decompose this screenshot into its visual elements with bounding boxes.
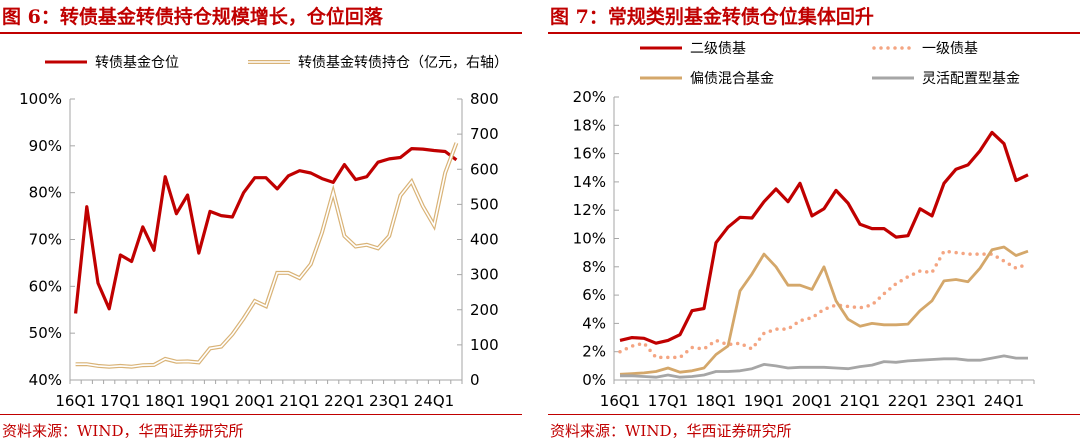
y2-tick-label: 600	[470, 160, 499, 178]
right-chart-title: 图 7：常规类别基金转债仓位集体回升	[550, 6, 874, 28]
series-line-1-3	[620, 354, 1028, 379]
y-tick-label: 2%	[582, 343, 606, 361]
y2-tick-label: 500	[470, 195, 499, 213]
y-tick-label: 70%	[29, 231, 62, 249]
series-line-0-0	[74, 147, 458, 314]
x-tick-label: 20Q1	[792, 392, 832, 410]
left-source-rule	[0, 414, 522, 415]
y-tick-label: 12%	[573, 201, 606, 219]
right-source: 资料来源：WIND，华西证券研究所	[550, 422, 792, 440]
right-source-rule	[548, 414, 1080, 415]
y2-tick-label: 0	[470, 371, 480, 389]
y2-tick-label: 200	[470, 301, 499, 319]
series-line-1-2	[619, 245, 1029, 376]
x-tick-label: 19Q1	[744, 392, 784, 410]
y-tick-label: 14%	[573, 173, 606, 191]
x-tick-label: 24Q1	[414, 392, 454, 410]
y-tick-label: 50%	[29, 324, 62, 342]
x-tick-label: 23Q1	[369, 392, 409, 410]
y-tick-label: 20%	[573, 88, 606, 106]
x-tick-label: 21Q1	[840, 392, 880, 410]
y-tick-label: 60%	[29, 277, 62, 295]
x-tick-label: 22Q1	[324, 392, 364, 410]
y2-tick-label: 800	[470, 90, 499, 108]
legend-label: 转债基金仓位	[95, 54, 179, 71]
x-tick-label: 24Q1	[984, 392, 1024, 410]
x-tick-label: 20Q1	[235, 392, 275, 410]
y-tick-label: 6%	[582, 286, 606, 304]
series-line-1-0	[619, 130, 1029, 345]
legend-label: 偏债混合基金	[690, 70, 774, 87]
y2-tick-label: 700	[470, 125, 499, 143]
x-tick-label: 17Q1	[648, 392, 688, 410]
y-tick-label: 4%	[582, 314, 606, 332]
x-tick-label: 16Q1	[55, 392, 95, 410]
y-tick-label: 0%	[582, 371, 606, 389]
x-tick-label: 18Q1	[145, 392, 185, 410]
y-tick-label: 90%	[29, 137, 62, 155]
x-tick-label: 23Q1	[936, 392, 976, 410]
x-tick-label: 18Q1	[696, 392, 736, 410]
left-title-rule	[0, 32, 522, 34]
x-tick-label: 19Q1	[190, 392, 230, 410]
legend-label: 灵活配置型基金	[922, 70, 1020, 87]
y-tick-label: 8%	[582, 258, 606, 276]
y2-tick-label: 400	[470, 231, 499, 249]
y2-tick-label: 300	[470, 266, 499, 284]
left-chart-title: 图 6：转债基金转债持仓规模增长，仓位回落	[2, 6, 383, 28]
y-tick-label: 18%	[573, 116, 606, 134]
series-line-0-1-inner	[75, 142, 458, 368]
y-tick-label: 10%	[573, 230, 606, 248]
y2-tick-label: 100	[470, 336, 499, 354]
x-tick-label: 16Q1	[600, 392, 640, 410]
x-tick-label: 22Q1	[888, 392, 928, 410]
legend-label: 一级债基	[922, 40, 978, 57]
legend-label: 二级债基	[690, 40, 746, 57]
y-tick-label: 100%	[19, 90, 62, 108]
legend-label: 转债基金转债持仓（亿元，右轴）	[298, 54, 508, 71]
y-tick-label: 40%	[29, 371, 62, 389]
right-title-rule	[548, 32, 1080, 34]
y-tick-label: 80%	[29, 184, 62, 202]
series-line-1-1	[618, 249, 1030, 360]
x-tick-label: 21Q1	[279, 392, 319, 410]
y-tick-label: 16%	[573, 145, 606, 163]
left-source: 资料来源：WIND，华西证券研究所	[2, 422, 244, 440]
x-tick-label: 17Q1	[100, 392, 140, 410]
